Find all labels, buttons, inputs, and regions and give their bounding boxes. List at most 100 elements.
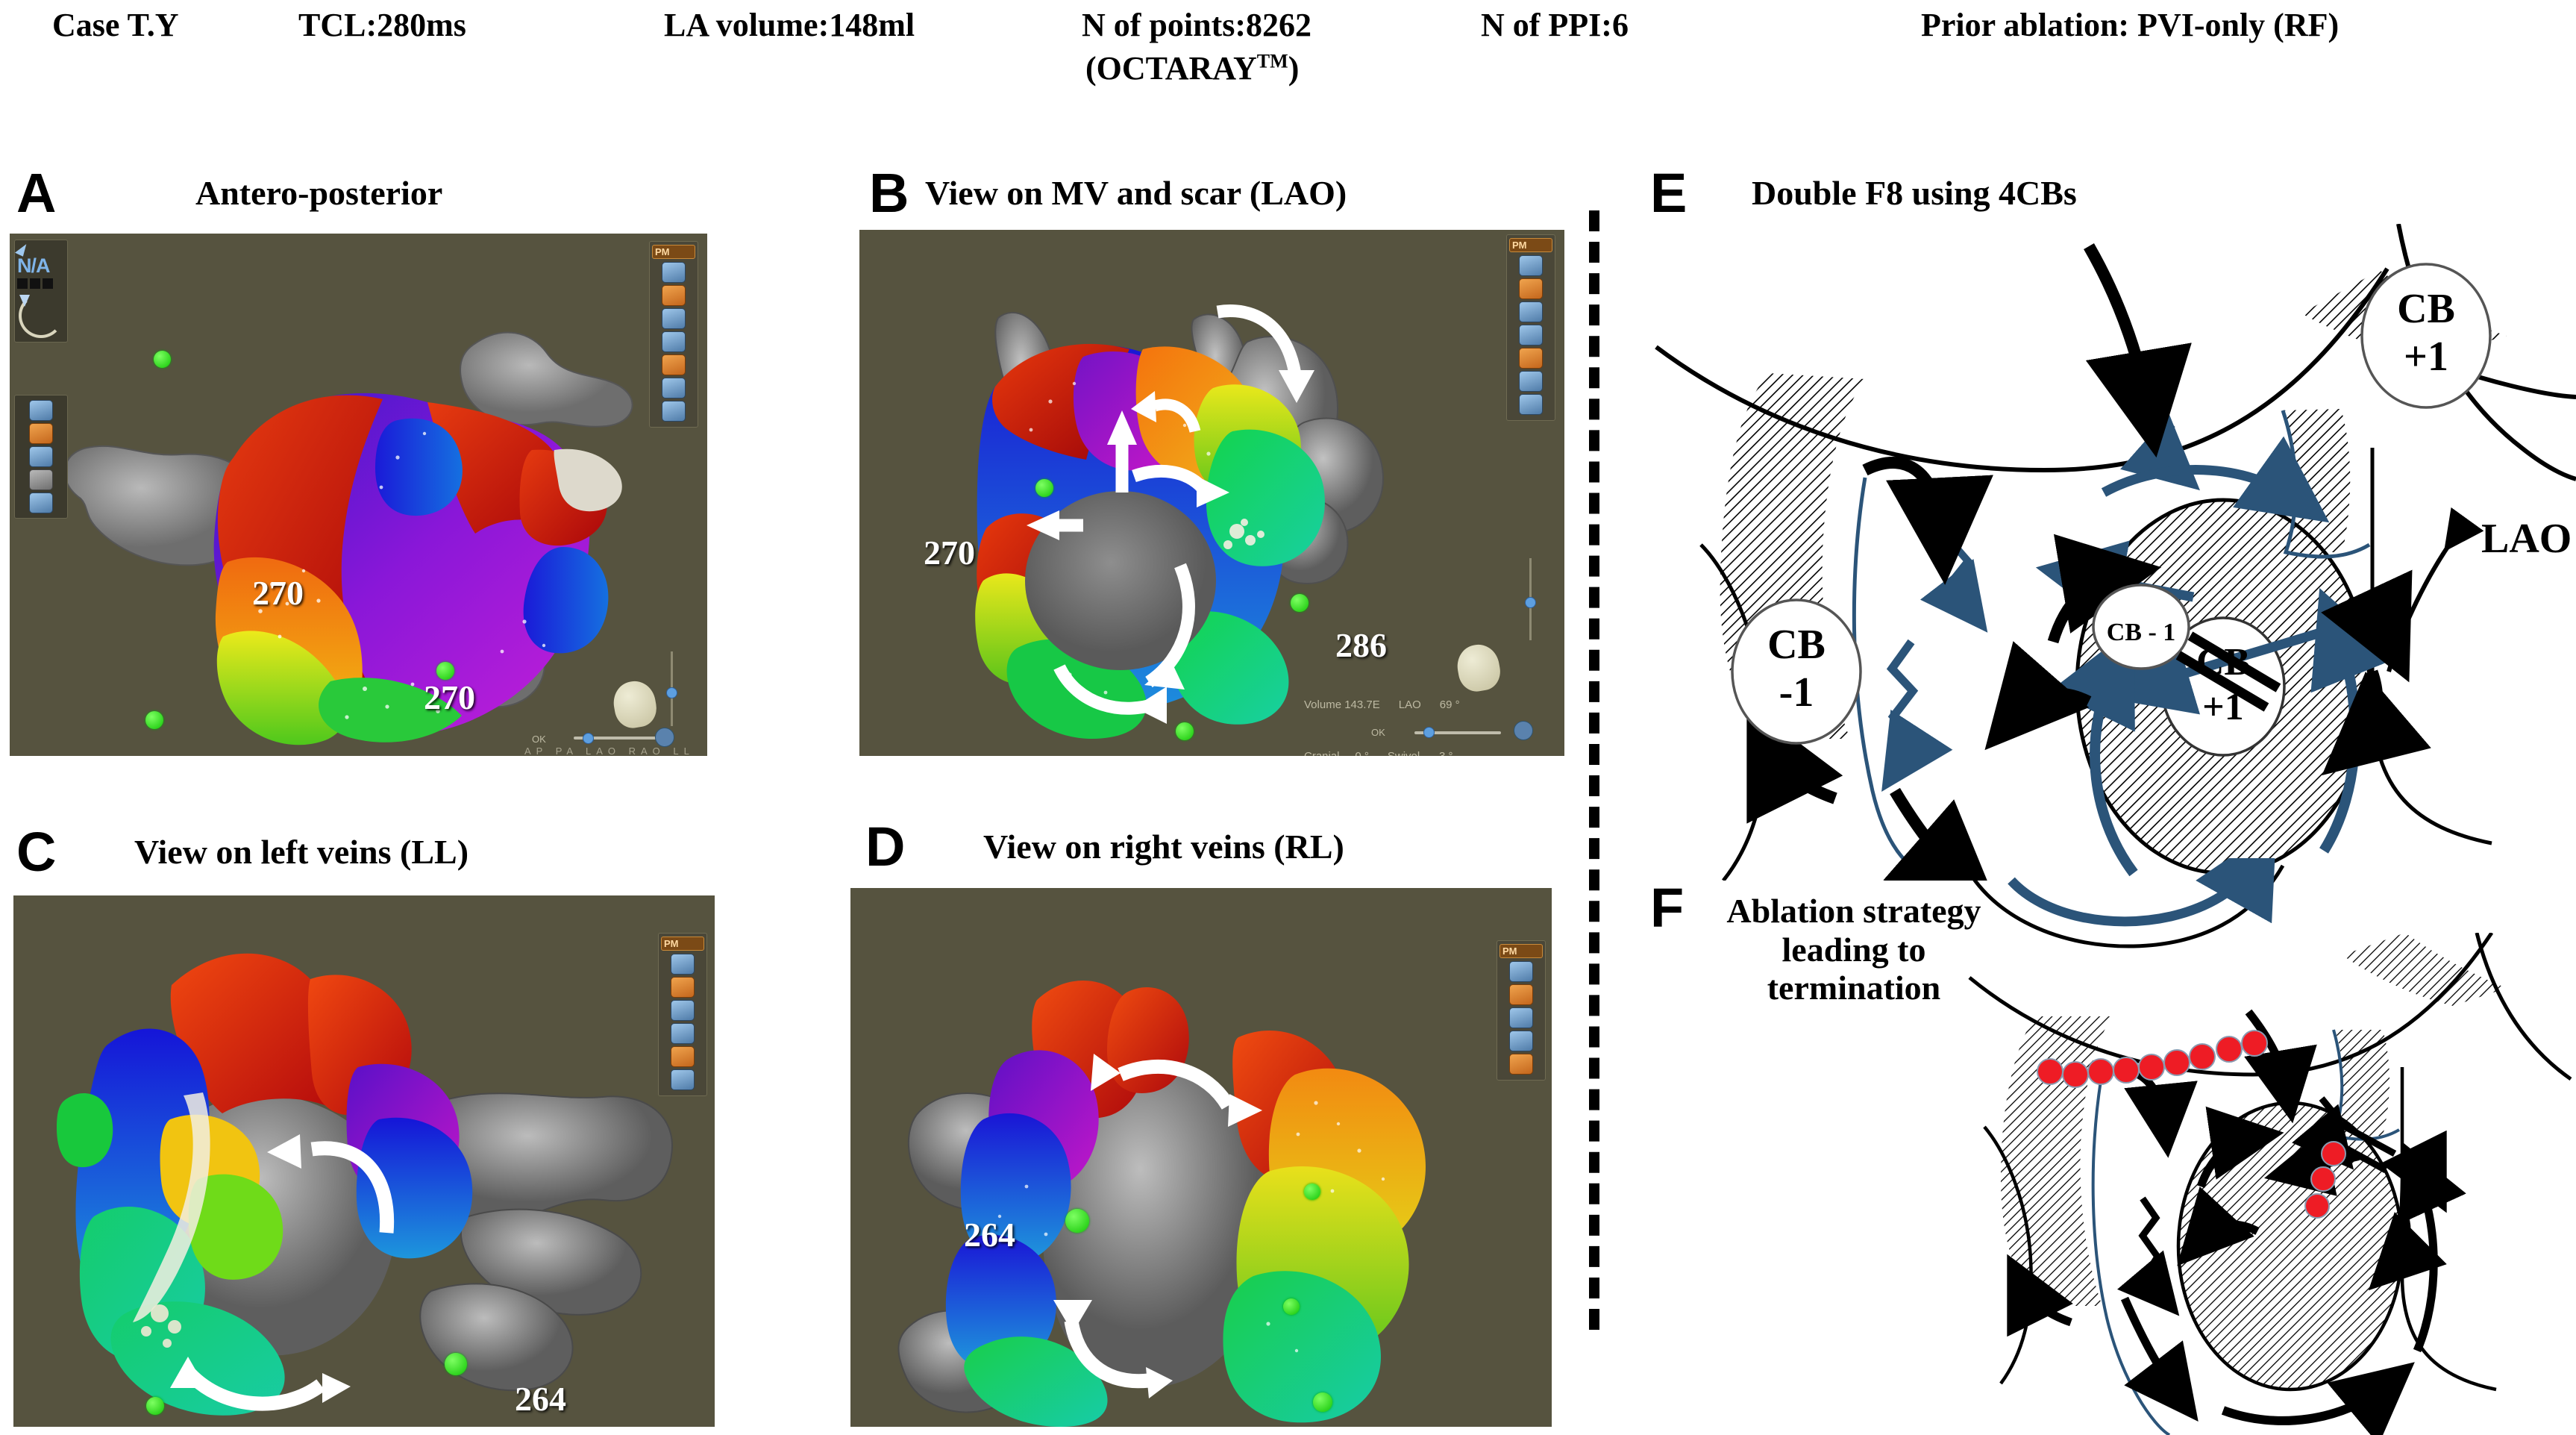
opacity-slider-track[interactable] [1414,731,1501,734]
render-tools-box[interactable]: PM [658,933,707,1096]
panel-b-ok-label: OK [1371,727,1385,738]
panel-d-lat-map [897,981,1426,1427]
map-tool-icon-2[interactable] [29,423,53,444]
render-icon-5[interactable] [671,1046,695,1067]
render-icon-1[interactable] [671,954,695,975]
pm-map-button[interactable]: PM [1509,238,1552,252]
panel-b-carto-screenshot: PM Volume 143.7E LAO 69 ° Cranial 0 ° Sw… [859,230,1564,756]
cb-minus1-left-circle [1731,598,1862,745]
pm-map-button[interactable]: PM [661,937,704,951]
opacity-slider-track[interactable] [574,737,657,740]
ppi-point-marker [1291,594,1309,612]
render-icon-1[interactable] [1519,255,1543,276]
render-icon-7[interactable] [662,401,686,422]
panel-b-right-toolbar[interactable]: PM [1506,234,1555,421]
circular-gauge-icon [19,293,63,338]
map-tool-icon-3[interactable] [29,446,53,467]
ablation-dot [2062,1061,2089,1088]
panel-b-lat-map [975,304,1384,740]
ppi-point-marker [1313,1392,1332,1412]
ppi-point-marker [1065,1209,1089,1233]
render-icon-4[interactable] [1519,325,1543,346]
ppi-value-label: 270 [924,534,975,572]
map-tool-icon-4[interactable] [29,469,53,490]
ablation-dot [2037,1058,2063,1085]
render-icon-6[interactable] [671,1069,695,1090]
panel-a-left-toolbar[interactable]: N/A [14,240,68,523]
ppi-value-label: 264 [964,1216,1015,1254]
render-icon-4[interactable] [662,331,686,352]
panel-c-letter: C [16,821,57,883]
panel-a-carto-screenshot: N/A PM [10,234,707,756]
header-n-points: N of points:8262 [1082,7,1312,43]
ppi-point-marker [154,351,171,368]
render-icon-3[interactable] [671,1000,695,1021]
settings-round-button[interactable] [1514,721,1533,740]
zoom-scale-handle[interactable] [1525,597,1536,608]
ppi-value-label: 286 [1335,626,1387,664]
vertical-dashed-divider [1589,210,1599,1330]
panel-b-status-readout: Volume 143.7E LAO 69 ° Cranial 0 ° Swive… [1304,661,1460,757]
render-icon-3[interactable] [662,308,686,329]
panel-c-title: View on left veins (LL) [134,833,469,871]
panel-f-drawing [1968,933,2572,1435]
zoom-scale-handle[interactable] [666,687,677,698]
render-tools-box[interactable]: PM [1506,234,1555,421]
render-icon-2[interactable] [1509,984,1533,1005]
ppi-value-label: 264 [515,1380,566,1418]
render-icon-5[interactable] [1509,1054,1533,1075]
render-icon-4[interactable] [671,1023,695,1044]
render-icon-2[interactable] [662,285,686,306]
settings-round-button[interactable] [655,728,674,747]
ablation-dot [2321,1141,2346,1166]
render-icon-3[interactable] [1509,1007,1533,1028]
render-icon-5[interactable] [662,354,686,375]
render-icon-2[interactable] [1519,278,1543,299]
panel-e-schematic: CB +1 CB -1 CB - 1 CB +1 LAO [1626,224,2576,881]
ppi-point-marker [1035,479,1053,497]
render-icon-2[interactable] [671,977,695,998]
pm-map-button[interactable]: PM [1499,944,1543,958]
render-tools-box[interactable]: PM [1497,940,1546,1081]
panel-f-schematic [1955,933,2576,1435]
ablation-dot [2138,1054,2165,1081]
ppi-point-marker [1283,1298,1300,1315]
opacity-slider-handle[interactable] [1423,727,1435,738]
panel-c-carto-screenshot: PM 264 [13,895,715,1427]
cb-minus1-left-line1: CB [1767,622,1826,668]
signal-status-label: N/A [17,254,51,277]
pm-map-button[interactable]: PM [652,245,695,259]
catheter-paren-close: ) [1288,50,1300,87]
opacity-slider-handle[interactable] [583,733,594,744]
ppi-value-label: 270 [424,678,475,716]
panel-c-right-toolbar[interactable]: PM [658,933,707,1096]
panel-a-axis-labels: AP PA LAO RAO LL RL INF SUP [524,745,695,756]
ablation-lesion-line-isthmus [2304,1141,2346,1219]
cb-minus1-small-circle [2092,584,2190,670]
render-tools-box[interactable]: PM [649,241,698,428]
indicator-square [43,278,53,289]
ablation-dot [2241,1030,2268,1057]
ppi-point-marker [1304,1184,1320,1200]
render-icon-4[interactable] [1509,1031,1533,1051]
render-icon-3[interactable] [1519,301,1543,322]
cb-plus1-top-line1: CB [2397,286,2455,332]
render-icon-1[interactable] [1509,961,1533,982]
ablation-dot [2189,1043,2216,1070]
ablation-lesion-line-roof [2037,1030,2268,1088]
render-icon-6[interactable] [1519,371,1543,392]
render-icon-7[interactable] [1519,394,1543,415]
panel-a-right-toolbar[interactable]: PM [649,241,698,428]
panel-a-ok-label: OK [532,734,546,745]
map-tool-icon-1[interactable] [29,400,53,421]
map-tools-box[interactable] [14,395,68,519]
render-icon-6[interactable] [662,378,686,398]
navigation-box[interactable]: N/A [14,240,68,343]
map-tool-icon-5[interactable] [29,493,53,513]
render-icon-5[interactable] [1519,348,1543,369]
figure-header: Case T.Y TCL:280ms LA volume:148ml N of … [0,0,2576,90]
header-la-volume: LA volume:148ml [664,7,915,43]
panel-d-right-toolbar[interactable]: PM [1497,940,1546,1081]
render-icon-1[interactable] [662,262,686,283]
ablation-dot [2163,1049,2190,1076]
